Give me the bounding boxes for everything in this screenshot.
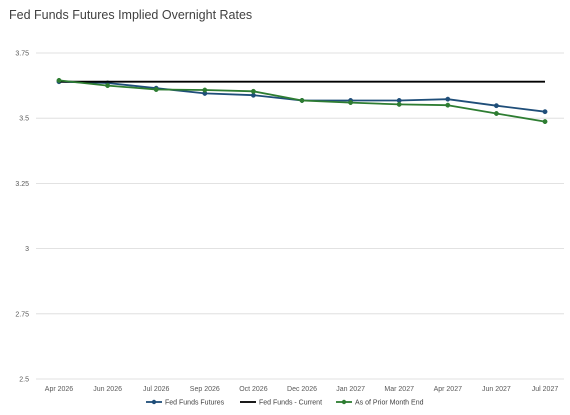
x-tick-label: Jun 2026 <box>93 386 122 393</box>
y-tick-label: 3.5 <box>19 116 29 123</box>
data-point <box>396 101 402 107</box>
gridlines <box>36 52 564 380</box>
legend-item: Fed Funds Futures <box>146 400 225 407</box>
y-tick-label: 3.25 <box>15 181 29 188</box>
data-point <box>250 88 256 94</box>
data-point <box>105 83 111 89</box>
y-tick-label: 3.75 <box>15 51 29 58</box>
series-as-of-prior-month-end <box>56 77 548 125</box>
legend: Fed Funds Futures Fed Funds - Current As o… <box>146 400 424 407</box>
x-tick-label: Jan 2027 <box>336 386 365 393</box>
data-point <box>542 109 548 115</box>
data-point <box>445 96 451 102</box>
data-point <box>493 111 499 116</box>
x-tick-label: Dec 2026 <box>287 386 317 393</box>
x-tick-label: Apr 2027 <box>434 386 463 393</box>
series-group <box>56 77 548 125</box>
x-tick-label: Apr 2026 <box>45 386 74 393</box>
legend-item: As of Prior Month End <box>336 400 424 407</box>
x-tick-label: Jul 2026 <box>143 386 170 393</box>
y-axis-ticks: 3.75 3.5 3.25 3 2.75 2.5 <box>15 51 29 384</box>
data-point <box>493 103 499 109</box>
data-point <box>445 102 451 108</box>
legend-label: Fed Funds - Current <box>259 400 322 407</box>
legend-label: As of Prior Month End <box>355 400 424 407</box>
legend-label: Fed Funds Futures <box>165 400 225 407</box>
data-point <box>348 100 354 106</box>
legend-marker <box>341 399 347 405</box>
data-point <box>153 87 159 92</box>
x-tick-label: Oct 2026 <box>239 386 268 393</box>
x-axis-ticks: Apr 2026 Jun 2026 Jul 2026 Sep 2026 Oct 2026… <box>45 386 559 393</box>
data-point <box>542 119 548 125</box>
x-tick-label: Sep 2026 <box>190 386 220 393</box>
y-tick-label: 3 <box>25 246 29 253</box>
y-tick-label: 2.5 <box>19 377 29 384</box>
legend-item: Fed Funds - Current <box>240 400 322 407</box>
y-tick-label: 2.75 <box>15 311 29 318</box>
x-tick-label: Mar 2027 <box>384 386 414 393</box>
data-point <box>56 77 62 83</box>
chart-title: Fed Funds Futures Implied Overnight Rate… <box>9 8 253 22</box>
data-point <box>299 98 305 103</box>
x-tick-label: Jun 2027 <box>482 386 511 393</box>
x-tick-label: Jul 2027 <box>532 386 559 393</box>
series-line <box>58 80 546 113</box>
legend-marker <box>151 399 157 405</box>
data-point <box>202 87 208 93</box>
